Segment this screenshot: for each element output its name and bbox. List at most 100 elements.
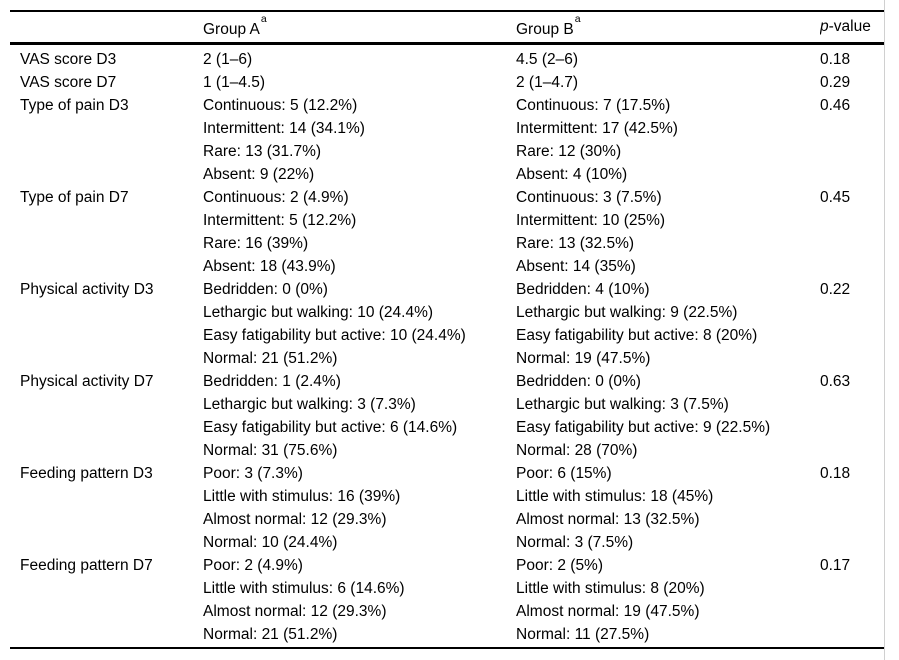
group-b-value-line: Almost normal: 13 (32.5%) <box>516 511 700 528</box>
p-value-cell: 0.18 <box>820 462 884 554</box>
group-a-value-line: Poor: 2 (4.9%) <box>203 557 303 574</box>
header-p-value-rest: -value <box>828 18 871 35</box>
group-a-value-line: Normal: 21 (51.2%) <box>203 626 338 643</box>
group-b-value-line: Easy fatigability but active: 9 (22.5%) <box>516 419 771 436</box>
table-body: VAS score D3 2 (1–6) 4.5 (2–6) 0.18 VAS scor… <box>10 45 884 647</box>
table-row: Feeding pattern D3 Poor: 3 (7.3%) Little w… <box>10 462 884 554</box>
row-label: VAS score D3 <box>20 51 117 68</box>
header-group-b-label: Group B <box>516 20 574 38</box>
group-b-cell: Continuous: 3 (7.5%) Intermittent: 10 (25… <box>516 186 820 278</box>
group-a-value-line: Little with stimulus: 16 (39%) <box>203 488 401 505</box>
p-value-cell: 0.63 <box>820 370 884 462</box>
page-edge-line <box>884 0 885 660</box>
group-b-value-line: 2 (1–4.7) <box>516 74 579 91</box>
group-b-value-line: Continuous: 3 (7.5%) <box>516 189 662 206</box>
header-group-b-cell: Group Ba <box>516 9 820 44</box>
group-b-value-line: Intermittent: 17 (42.5%) <box>516 120 678 137</box>
row-label-cell: Physical activity D3 <box>10 278 203 370</box>
group-a-value-line: Continuous: 2 (4.9%) <box>203 189 349 206</box>
row-label: Type of pain D7 <box>20 189 129 206</box>
group-b-value-line: Normal: 28 (70%) <box>516 442 638 459</box>
p-value-cell: 0.17 <box>820 554 884 646</box>
p-value: 0.22 <box>820 281 851 298</box>
group-a-value-line: Absent: 9 (22%) <box>203 166 315 183</box>
group-a-value-line: Lethargic but walking: 3 (7.3%) <box>203 396 416 413</box>
group-b-value-line: Little with stimulus: 8 (20%) <box>516 580 705 597</box>
group-a-cell: Poor: 2 (4.9%) Little with stimulus: 6 (1… <box>203 554 516 646</box>
row-label: Feeding pattern D3 <box>20 465 153 482</box>
group-a-value-line: Normal: 21 (51.2%) <box>203 350 338 367</box>
group-b-value-line: Normal: 3 (7.5%) <box>516 534 634 551</box>
group-b-value-line: Normal: 11 (27.5%) <box>516 626 650 643</box>
group-b-cell: Poor: 6 (15%) Little with stimulus: 18 (4… <box>516 462 820 554</box>
table-row: VAS score D7 1 (1–4.5) 2 (1–4.7) 0.29 <box>10 71 884 94</box>
row-label: Feeding pattern D7 <box>20 557 153 574</box>
p-value: 0.45 <box>820 189 851 206</box>
p-value-cell: 0.46 <box>820 94 884 186</box>
row-label: Physical activity D7 <box>20 373 154 390</box>
group-b-cell: Continuous: 7 (17.5%) Intermittent: 17 (4… <box>516 94 820 186</box>
group-a-value-line: Almost normal: 12 (29.3%) <box>203 603 387 620</box>
header-p-value-cell: p-value <box>820 12 884 42</box>
group-b-value-line: Absent: 4 (10%) <box>516 166 628 183</box>
group-a-value-line: Almost normal: 12 (29.3%) <box>203 511 387 528</box>
group-b-value-line: Easy fatigability but active: 8 (20%) <box>516 327 758 344</box>
row-label-cell: VAS score D3 <box>10 48 203 71</box>
row-label-cell: Type of pain D3 <box>10 94 203 186</box>
group-b-cell: 4.5 (2–6) <box>516 48 820 71</box>
group-a-value-line: Little with stimulus: 6 (14.6%) <box>203 580 405 597</box>
p-value-cell: 0.22 <box>820 278 884 370</box>
group-a-value-line: Continuous: 5 (12.2%) <box>203 97 358 114</box>
table-header-row: Group Aa Group Ba p-value <box>10 12 884 45</box>
group-a-value-line: Easy fatigability but active: 6 (14.6%) <box>203 419 458 436</box>
group-a-cell: 2 (1–6) <box>203 48 516 71</box>
group-b-value-line: Poor: 6 (15%) <box>516 465 612 482</box>
group-b-cell: Poor: 2 (5%) Little with stimulus: 8 (20%… <box>516 554 820 646</box>
group-a-value-line: Normal: 10 (24.4%) <box>203 534 338 551</box>
group-a-value-line: Bedridden: 1 (2.4%) <box>203 373 341 390</box>
group-b-value-line: Rare: 12 (30%) <box>516 143 622 160</box>
table-row: Type of pain D3 Continuous: 5 (12.2%) Inte… <box>10 94 884 186</box>
group-a-value-line: Intermittent: 14 (34.1%) <box>203 120 365 137</box>
group-a-value-line: Bedridden: 0 (0%) <box>203 281 328 298</box>
group-b-value-line: Poor: 2 (5%) <box>516 557 604 574</box>
group-b-cell: Bedridden: 4 (10%) Lethargic but walking:… <box>516 278 820 370</box>
group-b-value-line: Rare: 13 (32.5%) <box>516 235 635 252</box>
group-a-value-line: 2 (1–6) <box>203 51 253 68</box>
group-b-value-line: Intermittent: 10 (25%) <box>516 212 666 229</box>
p-value: 0.18 <box>820 465 851 482</box>
group-a-value-line: Intermittent: 5 (12.2%) <box>203 212 357 229</box>
p-value: 0.63 <box>820 373 851 390</box>
header-p-italic: p <box>820 18 829 35</box>
group-b-value-line: Bedridden: 4 (10%) <box>516 281 650 298</box>
row-label-cell: VAS score D7 <box>10 71 203 94</box>
group-a-cell: Poor: 3 (7.3%) Little with stimulus: 16 (… <box>203 462 516 554</box>
group-b-value-line: Bedridden: 0 (0%) <box>516 373 641 390</box>
group-a-value-line: 1 (1–4.5) <box>203 74 266 91</box>
row-label-cell: Physical activity D7 <box>10 370 203 462</box>
row-label: Type of pain D3 <box>20 97 129 114</box>
p-value-cell: 0.45 <box>820 186 884 278</box>
p-value-cell: 0.29 <box>820 71 884 94</box>
table-row: Feeding pattern D7 Poor: 2 (4.9%) Little w… <box>10 554 884 646</box>
group-a-value-line: Poor: 3 (7.3%) <box>203 465 303 482</box>
group-b-value-line: 4.5 (2–6) <box>516 51 579 68</box>
group-a-value-line: Lethargic but walking: 10 (24.4%) <box>203 304 434 321</box>
group-b-value-line: Absent: 14 (35%) <box>516 258 636 275</box>
group-a-cell: Continuous: 5 (12.2%) Intermittent: 14 (3… <box>203 94 516 186</box>
row-label-cell: Type of pain D7 <box>10 186 203 278</box>
table-row: Physical activity D3 Bedridden: 0 (0%) Let… <box>10 278 884 370</box>
row-label-cell: Feeding pattern D7 <box>10 554 203 646</box>
table-row: Physical activity D7 Bedridden: 1 (2.4%) L… <box>10 370 884 462</box>
group-b-cell: Bedridden: 0 (0%) Lethargic but walking: … <box>516 370 820 462</box>
group-b-value-line: Almost normal: 19 (47.5%) <box>516 603 700 620</box>
row-label: VAS score D7 <box>20 74 117 91</box>
outcomes-comparison-table: Group Aa Group Ba p-value VAS score D3 2 … <box>10 10 884 649</box>
group-a-value-line: Absent: 18 (43.9%) <box>203 258 336 275</box>
group-a-value-line: Easy fatigability but active: 10 (24.4%) <box>203 327 466 344</box>
group-a-value-line: Normal: 31 (75.6%) <box>203 442 338 459</box>
group-b-value-line: Little with stimulus: 18 (45%) <box>516 488 714 505</box>
p-value: 0.17 <box>820 557 851 574</box>
row-label-cell: Feeding pattern D3 <box>10 462 203 554</box>
group-b-value-line: Continuous: 7 (17.5%) <box>516 97 671 114</box>
